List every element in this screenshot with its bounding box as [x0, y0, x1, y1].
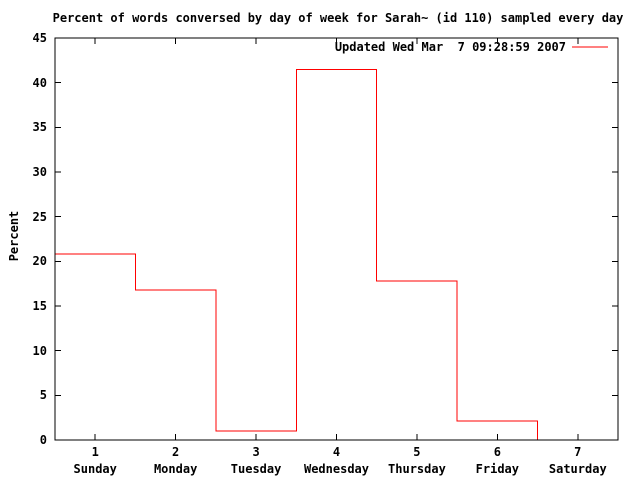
plot-border — [54, 37, 619, 441]
x-tick-label: 5 — [413, 445, 421, 459]
x-tick-label: 2 — [172, 445, 180, 459]
x-category-label: Saturday — [548, 462, 607, 476]
y-tick-label: 35 — [32, 120, 47, 135]
y-tick-label: 30 — [32, 165, 47, 179]
y-tick-label: 15 — [32, 299, 47, 313]
x-tick-label: 6 — [493, 445, 501, 459]
x-category-label: Monday — [153, 462, 198, 476]
x-tick-label: 4 — [332, 445, 341, 459]
x-tick-label: 1 — [91, 445, 99, 459]
chart-title: Percent of words conversed by day of wee… — [52, 11, 624, 25]
y-tick-label: 5 — [39, 388, 47, 403]
x-category-label: Tuesday — [230, 462, 282, 476]
x-tick-label: 3 — [252, 445, 260, 459]
y-tick-label: 20 — [32, 254, 47, 269]
x-category-label: Thursday — [388, 462, 446, 476]
x-category-label: Sunday — [73, 462, 117, 476]
y-tick-label: 40 — [32, 75, 47, 90]
y-tick-label: 25 — [32, 209, 47, 224]
x-category-label: Friday — [475, 462, 520, 476]
legend-label: Updated Wed Mar 7 09:28:59 2007 — [334, 40, 566, 54]
y-tick-label: 10 — [32, 343, 47, 358]
y-tick-label: 0 — [39, 433, 47, 447]
data-step-line — [55, 68, 618, 441]
x-category-label: Wednesday — [303, 462, 370, 476]
y-tick-label: 45 — [32, 31, 47, 45]
x-tick-label: 7 — [574, 445, 582, 459]
